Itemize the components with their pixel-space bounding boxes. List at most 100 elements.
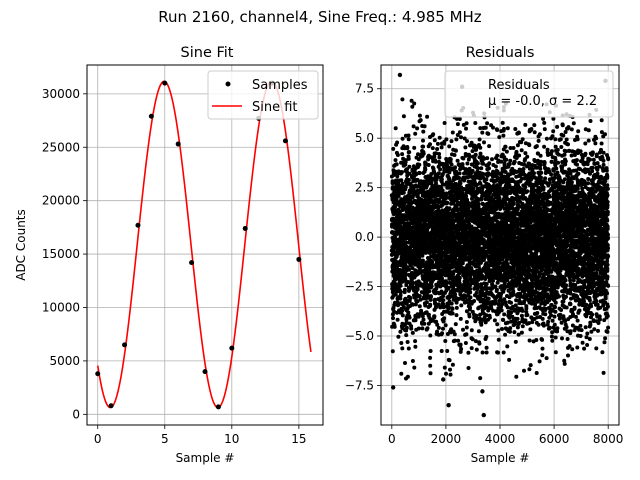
residual-point bbox=[453, 165, 458, 170]
sine-fit-panel: Sine Fit 0 5 10 15 050001000015000200002500… bbox=[14, 45, 324, 465]
residual-point bbox=[502, 126, 506, 131]
residual-point bbox=[475, 282, 480, 286]
residual-point bbox=[436, 325, 441, 330]
residual-point bbox=[435, 329, 440, 334]
residual-point bbox=[478, 312, 483, 317]
residual-point bbox=[435, 322, 440, 327]
residual-point bbox=[471, 186, 476, 191]
residual-point bbox=[453, 148, 458, 153]
residual-point bbox=[410, 104, 415, 109]
residual-point bbox=[412, 365, 417, 370]
residual-point bbox=[406, 346, 411, 351]
residual-point bbox=[487, 144, 492, 149]
residual-point bbox=[418, 118, 423, 123]
residual-point bbox=[484, 334, 489, 339]
residual-point bbox=[496, 328, 501, 333]
sine-fit-xlabel: Sample # bbox=[176, 451, 235, 465]
residual-point bbox=[459, 135, 463, 140]
residual-point bbox=[400, 97, 405, 102]
residual-point bbox=[459, 347, 464, 351]
residual-point bbox=[444, 191, 449, 196]
residual-point bbox=[442, 121, 447, 125]
residual-point bbox=[399, 178, 404, 183]
residual-point bbox=[391, 146, 396, 151]
sample-point bbox=[215, 404, 221, 410]
residual-point bbox=[450, 130, 455, 135]
residual-point bbox=[428, 355, 433, 360]
residual-point bbox=[501, 318, 506, 322]
residual-point bbox=[479, 322, 484, 327]
sample-point bbox=[175, 141, 181, 147]
residual-point bbox=[464, 126, 468, 131]
residual-point bbox=[448, 367, 452, 372]
residual-point bbox=[433, 159, 438, 164]
residual-point bbox=[477, 341, 482, 346]
residual-point bbox=[457, 275, 462, 280]
figure-suptitle: Run 2160, channel4, Sine Freq.: 4.985 MH… bbox=[158, 8, 482, 26]
residual-point bbox=[403, 272, 408, 277]
y-tick-label: 25000 bbox=[42, 140, 80, 154]
residual-point bbox=[447, 211, 452, 216]
residual-point bbox=[441, 302, 446, 307]
residual-point bbox=[485, 121, 490, 126]
residual-point bbox=[406, 310, 411, 315]
residual-point bbox=[478, 151, 483, 156]
x-tick-label: 0 bbox=[94, 432, 102, 446]
residual-point bbox=[463, 341, 468, 345]
residual-point bbox=[496, 337, 501, 342]
sine-fit-title: Sine Fit bbox=[181, 45, 234, 61]
y-tick-label: 0 bbox=[72, 407, 80, 421]
sine-fit-ylabel: ADC Counts bbox=[14, 209, 28, 281]
residual-point bbox=[435, 141, 440, 146]
residual-point bbox=[508, 326, 513, 331]
residual-point bbox=[452, 338, 457, 343]
residual-point bbox=[416, 152, 420, 157]
residual-point bbox=[454, 116, 459, 121]
residual-point bbox=[396, 334, 401, 339]
residual-point bbox=[486, 296, 491, 301]
residual-point bbox=[462, 136, 467, 141]
residual-point bbox=[480, 350, 485, 355]
residual-point bbox=[483, 277, 488, 281]
residual-point bbox=[502, 312, 507, 317]
residual-point bbox=[481, 161, 486, 166]
residual-point bbox=[447, 358, 452, 363]
residual-point bbox=[421, 151, 426, 156]
residual-point bbox=[414, 172, 419, 177]
residual-point bbox=[454, 182, 459, 186]
residual-point bbox=[417, 171, 422, 176]
residual-point bbox=[415, 287, 420, 292]
residual-point bbox=[434, 151, 438, 156]
residual-point bbox=[425, 326, 430, 331]
residual-point bbox=[483, 294, 488, 299]
residual-point bbox=[428, 363, 433, 368]
residual-point bbox=[476, 329, 481, 334]
residual-point bbox=[484, 177, 489, 182]
residual-point bbox=[400, 152, 405, 157]
y-tick-label: 15000 bbox=[42, 247, 80, 261]
residual-point bbox=[468, 295, 473, 300]
residual-point bbox=[447, 280, 452, 285]
sample-point bbox=[108, 403, 114, 409]
residual-point bbox=[407, 267, 411, 272]
y-tick-label: 20000 bbox=[42, 194, 80, 208]
residual-point bbox=[466, 350, 471, 355]
residual-point bbox=[409, 98, 414, 103]
residual-point bbox=[476, 264, 481, 269]
residual-point bbox=[398, 283, 403, 288]
residual-point bbox=[449, 301, 454, 306]
residual-point bbox=[483, 125, 488, 130]
sine-fit-legend-box bbox=[207, 70, 319, 120]
residual-point bbox=[413, 302, 418, 307]
residual-point bbox=[453, 256, 458, 261]
residual-point bbox=[429, 294, 433, 299]
residual-point bbox=[410, 281, 415, 285]
residual-points bbox=[389, 72, 611, 418]
residual-point bbox=[481, 175, 486, 180]
residual-point bbox=[473, 339, 478, 344]
sine-fit-legend: Samples Sine fit bbox=[207, 70, 319, 120]
residual-point bbox=[511, 201, 516, 205]
residual-point bbox=[398, 293, 403, 298]
residual-point bbox=[404, 320, 409, 325]
